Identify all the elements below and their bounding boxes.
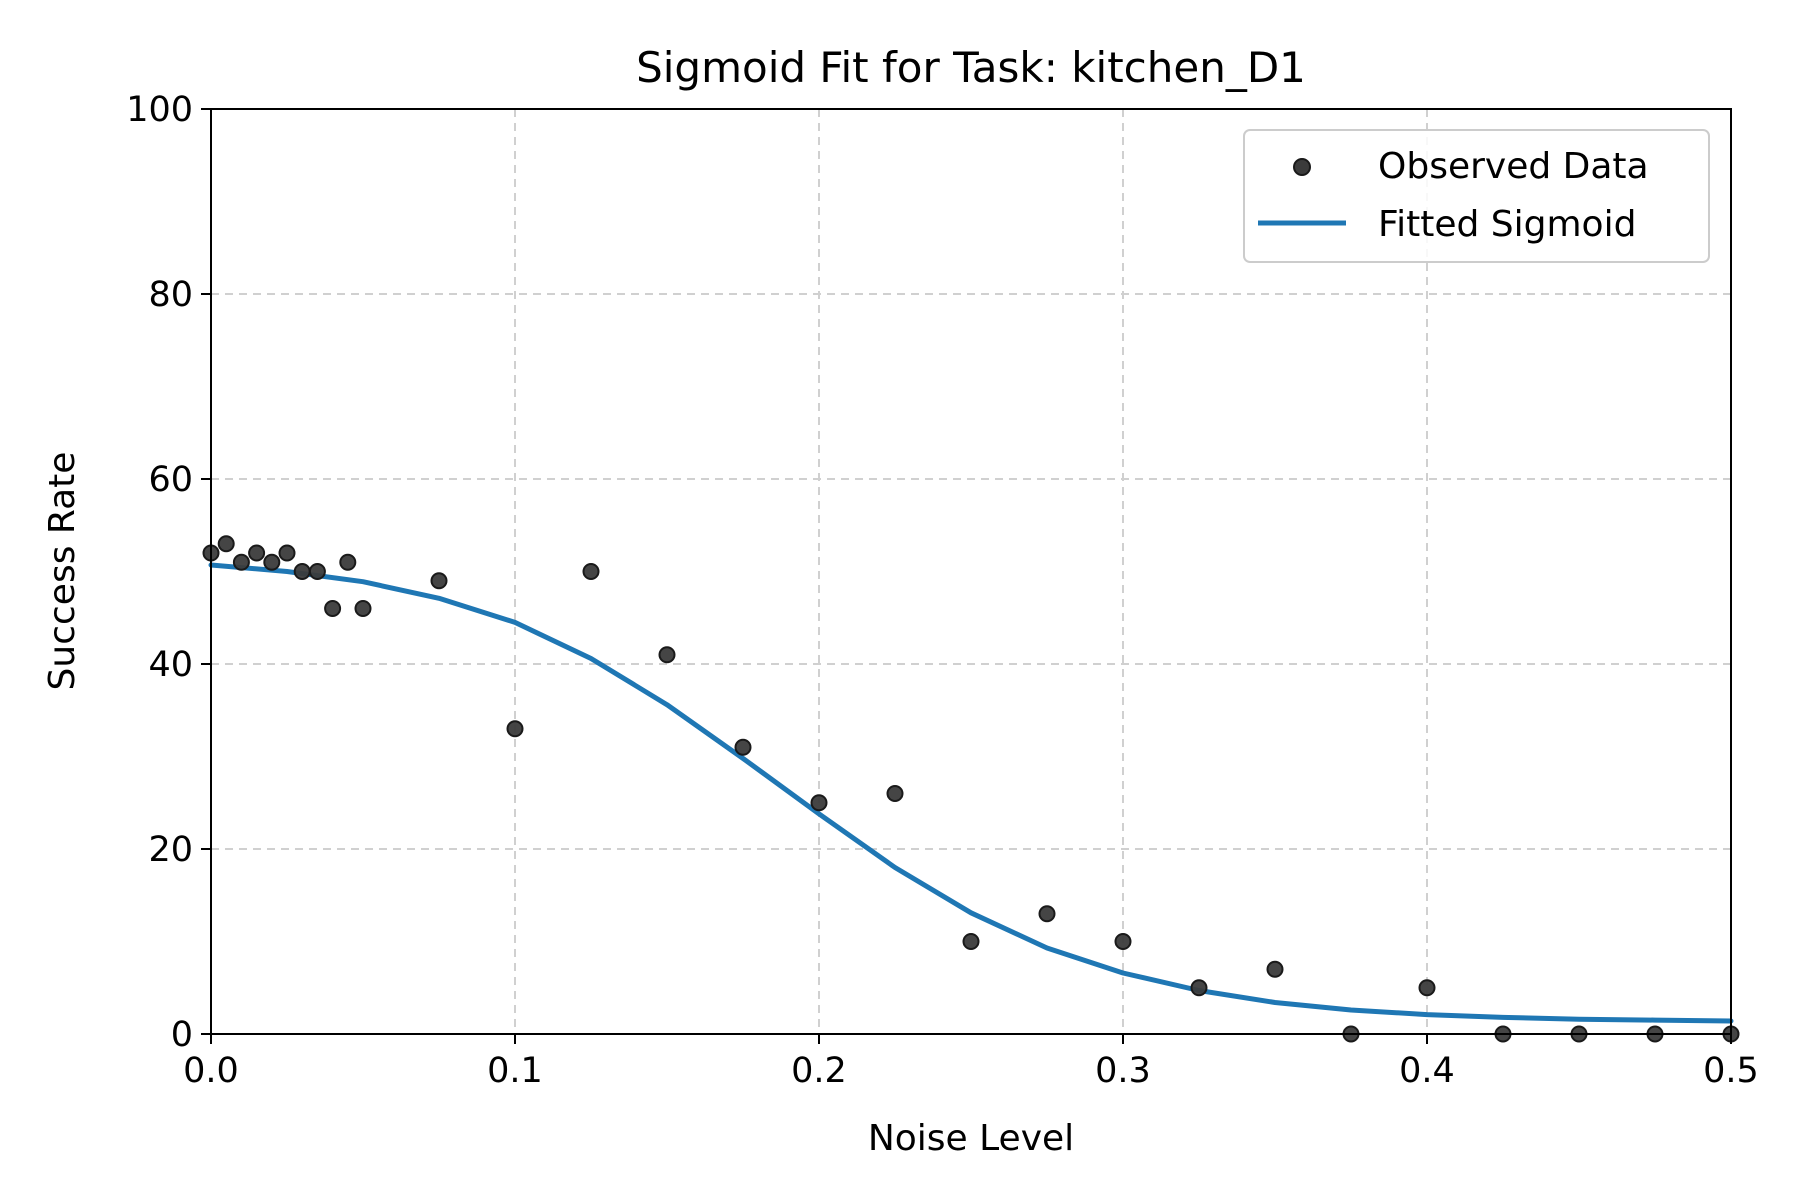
- x-tick-label: 0.1: [487, 1051, 543, 1091]
- axis-ticks: 0.0 0.1 0.2 0.3 0.4 0.5 0 20 40 60 80 100: [126, 90, 1759, 1091]
- x-tick-label: 0.5: [1703, 1051, 1759, 1091]
- observed-data-point: [339, 553, 357, 571]
- fitted-sigmoid-line: [208, 562, 1734, 1024]
- observed-data-point: [962, 933, 980, 950]
- observed-data-point: [734, 738, 752, 756]
- observed-data-point: [582, 563, 600, 580]
- observed-data-point: [278, 544, 296, 562]
- y-tick-label: 60: [148, 460, 193, 500]
- legend-box: [1243, 129, 1710, 263]
- y-tick-label: 0: [171, 1015, 193, 1055]
- observed-data-point: [658, 646, 676, 664]
- observed-data-point: [354, 600, 372, 617]
- legend-label-fitted-sigmoid: Fitted Sigmoid: [1378, 204, 1636, 245]
- chart-title: Sigmoid Fit for Task: kitchen_D1: [636, 43, 1306, 92]
- observed-data-point: [810, 794, 828, 812]
- y-tick-label: 40: [148, 645, 193, 685]
- observed-data-point: [1038, 905, 1056, 923]
- observed-data-point: [324, 600, 342, 617]
- x-axis-label: Noise Level: [868, 1118, 1074, 1159]
- legend-marker-observed-data: [1293, 158, 1311, 176]
- fitted-curve-layer: [208, 562, 1734, 1024]
- observed-data-point: [248, 544, 266, 562]
- x-tick-label: 0.3: [1095, 1051, 1151, 1091]
- observed-data-point: [506, 720, 524, 738]
- observed-data-point: [1190, 979, 1208, 997]
- legend-label-observed-data: Observed Data: [1378, 146, 1649, 187]
- grid-lines: [211, 109, 1731, 1034]
- observed-data-point: [217, 535, 235, 553]
- x-tick-label: 0.2: [791, 1051, 847, 1091]
- observed-data-point: [263, 553, 281, 571]
- y-axis-label: Success Rate: [42, 452, 83, 691]
- y-tick-label: 80: [148, 275, 193, 315]
- y-tick-label: 20: [148, 830, 193, 870]
- x-tick-label: 0.4: [1399, 1051, 1455, 1091]
- observed-data-point: [886, 785, 904, 802]
- observed-data-point: [1266, 960, 1284, 978]
- observed-data-point: [293, 563, 311, 580]
- scatter-points-layer: [202, 535, 1740, 1043]
- observed-data-point: [232, 553, 250, 571]
- legend: Observed Data Fitted Sigmoid: [1243, 129, 1710, 263]
- observed-data-point: [430, 572, 448, 590]
- observed-data-point: [1114, 933, 1132, 950]
- y-tick-label: 100: [126, 90, 193, 130]
- observed-data-point: [308, 563, 326, 580]
- observed-data-point: [1418, 979, 1436, 997]
- x-tick-label: 0.0: [183, 1051, 239, 1091]
- plot-area-frame: [210, 108, 1732, 1035]
